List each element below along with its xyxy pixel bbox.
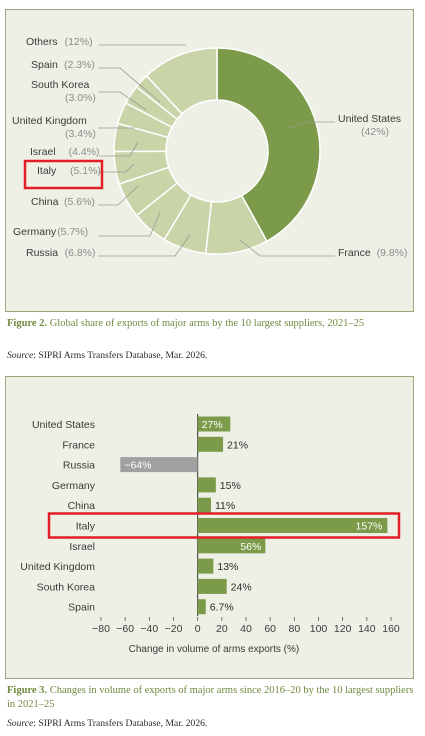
value-label-israel: 56% [240,541,261,553]
category-label-france: France [62,439,95,451]
category-label-united-kingdom: United Kingdom [20,561,95,573]
xtick-label: 40 [240,623,252,635]
value-label-united-kingdom: 13% [217,561,238,573]
xtick-label: −20 [165,623,183,635]
xtick-label: 120 [334,623,352,635]
xtick-label: 160 [382,623,400,635]
x-axis-title: Change in volume of arms exports (%) [129,644,300,655]
bar-united-kingdom [198,559,214,574]
xtick-label: 0 [195,623,201,635]
category-label-china: China [68,500,96,512]
figure3-caption: Figure 3. Changes in volume of exports o… [7,684,417,712]
figure3-caption-label: Figure 3. [7,685,47,696]
value-label-france: 21% [227,439,248,451]
bar-germany [198,477,216,492]
value-label-spain: 6.7% [210,602,234,614]
figure3-source-label: Source [7,718,33,729]
bar-spain [198,599,206,614]
xtick-label: 60 [264,623,276,635]
value-label-south-korea: 24% [231,581,252,593]
bar-china [198,498,211,513]
category-label-germany: Germany [52,480,96,492]
bar-france [198,437,223,452]
value-label-germany: 15% [220,480,241,492]
xtick-label: 80 [288,623,300,635]
xtick-label: 100 [310,623,328,635]
value-label-italy: 157% [356,521,383,533]
figure3-source: Source: SIPRI Arms Transfers Database, M… [7,718,207,729]
value-label-russia: −64% [124,460,151,472]
figure3-caption-text: Changes in volume of exports of major ar… [7,685,413,710]
category-label-south-korea: South Korea [37,581,96,593]
category-label-united-states: United States [32,419,95,431]
bar-south-korea [198,579,227,594]
xtick-label: −80 [92,623,110,635]
figure3-source-text: : SIPRI Arms Transfers Database, Mar. 20… [33,718,207,729]
xtick-label: 20 [216,623,228,635]
xtick-label: −60 [116,623,134,635]
category-label-italy: Italy [76,521,96,533]
value-label-united-states: 27% [202,419,223,431]
xtick-label: 140 [358,623,376,635]
category-label-russia: Russia [63,460,95,472]
xtick-label: −40 [140,623,158,635]
value-label-china: 11% [215,500,235,512]
category-label-spain: Spain [68,602,95,614]
category-label-israel: Israel [69,541,95,553]
bar-chart: United States 27% France 21% Russia −64% Germa… [0,0,425,680]
